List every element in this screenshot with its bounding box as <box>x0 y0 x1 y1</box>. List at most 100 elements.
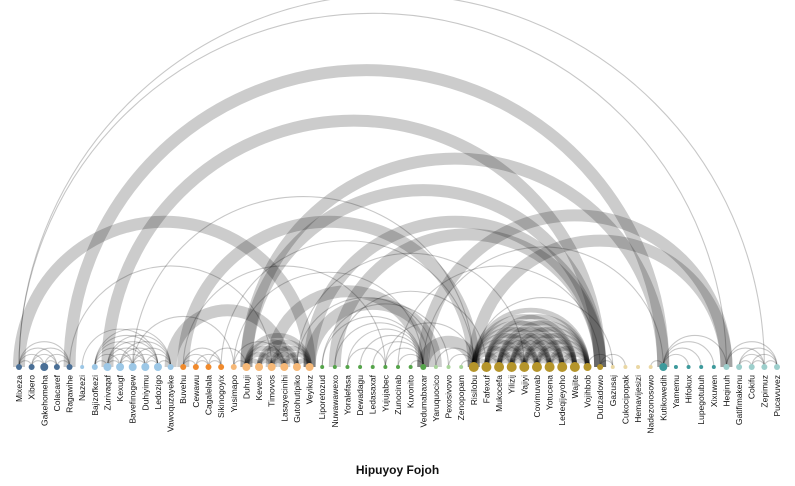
diagram-title: Hipuyoy Fojoh <box>355 463 440 477</box>
link-arc <box>496 326 578 368</box>
link-arc <box>106 334 172 368</box>
link-arc <box>144 353 172 368</box>
node-dot <box>610 365 615 369</box>
link-arc <box>334 322 424 368</box>
node-dot <box>748 364 755 370</box>
link-arc <box>233 271 424 368</box>
node-label: Ledasaxaf <box>368 374 378 414</box>
node-dot <box>255 363 264 371</box>
link-arc <box>63 64 670 368</box>
node-label: Bavefinogew <box>128 374 138 424</box>
node-dot <box>292 363 301 371</box>
link-arc <box>18 0 765 368</box>
node-label: Kuvonito <box>406 375 416 408</box>
link-arc <box>94 341 146 368</box>
node-label: Vajiyi <box>519 375 529 395</box>
node-label: Mukocefa <box>494 375 504 412</box>
link-arc <box>281 351 312 368</box>
node-label: Ledeqijeyoho <box>557 375 567 426</box>
link-arc <box>725 347 765 368</box>
link-arc <box>132 316 235 368</box>
link-arc <box>303 215 607 368</box>
node-dot <box>673 365 678 369</box>
link-arc <box>473 296 614 368</box>
link-arc <box>534 345 578 368</box>
node-dot <box>218 364 225 370</box>
node-label: Heqinuh <box>721 375 731 407</box>
node-dot <box>433 365 438 369</box>
link-arc <box>240 184 607 368</box>
link-arc <box>244 339 300 368</box>
links-layer <box>13 0 778 368</box>
node-label: Yotucena <box>545 375 555 410</box>
link-arc <box>195 353 222 368</box>
node-dot <box>686 365 691 369</box>
link-arc <box>132 195 475 368</box>
node-label: Pexosivovo <box>444 375 454 419</box>
node-label: Lasayecinihi <box>279 375 289 422</box>
link-arc <box>397 265 601 368</box>
link-arc <box>417 209 733 368</box>
node-label: Gutohutipiko <box>292 375 302 423</box>
node-dot <box>180 364 187 370</box>
node-label: Veyikuz <box>305 375 315 404</box>
link-arc <box>182 347 222 368</box>
link-arc <box>244 333 312 368</box>
link-arc <box>244 345 287 368</box>
node-label: Zenopopam <box>456 375 466 420</box>
node-dot <box>699 365 704 369</box>
node-label: Cagalelala <box>204 375 214 415</box>
node-dot <box>383 365 388 369</box>
link-arc <box>132 353 159 368</box>
link-arc <box>94 334 159 368</box>
link-arc <box>31 347 71 368</box>
node-dot <box>468 362 479 372</box>
link-arc <box>256 345 300 368</box>
node-label: Colacaref <box>52 374 62 411</box>
node-dot <box>116 363 125 371</box>
node-dot <box>569 362 580 372</box>
node-dot <box>91 364 98 370</box>
link-arc <box>484 345 527 368</box>
node-label: Yilizij <box>507 375 517 394</box>
node-label: Gatifimakenu <box>734 375 744 425</box>
node-label: Sikinogoyix <box>216 374 226 418</box>
node-label: Buvehu <box>178 375 188 404</box>
link-arc <box>68 265 273 368</box>
link-arc <box>328 228 607 368</box>
node-dot <box>396 365 400 369</box>
link-arc <box>471 345 515 368</box>
link-arc <box>94 347 134 368</box>
node-dot <box>167 364 174 370</box>
node-dot <box>28 364 35 370</box>
node-dot <box>736 364 743 370</box>
node-label: Duhuji <box>241 375 251 399</box>
link-arc <box>106 347 146 368</box>
node-dot <box>53 364 60 370</box>
link-arc <box>256 339 312 368</box>
link-arc <box>547 345 590 368</box>
link-arc <box>384 347 424 368</box>
link-arc <box>471 326 552 368</box>
node-dot <box>519 362 530 372</box>
link-arc <box>182 265 386 368</box>
node-dot <box>66 364 73 370</box>
node-label: Bajizofkezi <box>90 375 100 416</box>
node-dot <box>648 365 653 369</box>
link-arc <box>119 347 159 368</box>
link-arc <box>240 152 670 368</box>
link-arc <box>106 353 134 368</box>
node-dot <box>141 363 150 371</box>
node-label: Yoralefasa <box>342 375 352 415</box>
link-arc <box>422 246 664 368</box>
node-dot <box>280 363 289 371</box>
link-arc <box>662 334 728 368</box>
node-dot <box>557 362 568 372</box>
node-dot <box>544 362 555 372</box>
node-dot <box>358 365 363 369</box>
node-dot <box>774 364 780 370</box>
link-arc <box>132 347 172 368</box>
link-arc <box>372 341 424 368</box>
node-dot <box>506 362 517 372</box>
node-dot <box>446 365 451 369</box>
